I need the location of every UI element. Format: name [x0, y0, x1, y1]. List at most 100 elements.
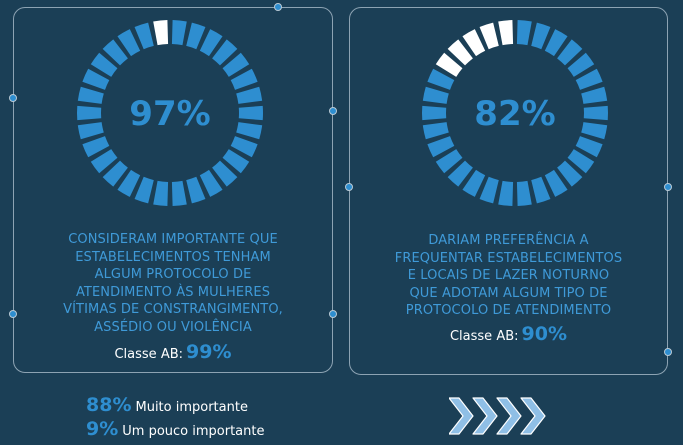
connector-dot — [9, 94, 17, 102]
desc-line: QUE ADOTAM ALGUM TIPO DE — [409, 285, 608, 301]
donut-gauge-1 — [77, 20, 263, 206]
gauge-segment-filled — [236, 122, 263, 140]
desc-line: FREQUENTAR ESTABELECIMENTOS — [394, 250, 623, 266]
gauge-segment-filled — [516, 180, 532, 206]
stat-1-percent: 97% — [129, 94, 211, 134]
gauge-segment-filled — [435, 149, 463, 174]
gauge-segment-filled — [117, 169, 141, 197]
legend-value: 88% — [86, 394, 132, 416]
gauge-segment-filled — [567, 52, 595, 77]
gauge-segment-filled — [427, 68, 455, 90]
connector-dot — [9, 310, 17, 318]
desc-line: ASSÉDIO OU VIOLÊNCIA — [94, 319, 252, 335]
gauge-segment-empty — [498, 20, 514, 46]
connector-dot — [329, 107, 337, 115]
gauge-segment-filled — [82, 68, 110, 90]
gauge-segment-filled — [117, 29, 141, 57]
stat-1-description: CONSIDERAM IMPORTANTE QUE ESTABELECIMENT… — [13, 231, 333, 337]
desc-line: PROTOCOLO DE ATENDIMENTO — [405, 303, 612, 319]
stat-card-1 — [13, 7, 333, 373]
gauge-segment-filled — [575, 68, 603, 90]
stat-2-description: DARIAM PREFERÊNCIA A FREQUENTAR ESTABELE… — [349, 232, 668, 320]
gauge-segment-filled — [212, 39, 238, 66]
legend-label: Muito importante — [135, 400, 248, 415]
gauge-segment-empty — [447, 39, 473, 66]
gauge-segment-filled — [462, 169, 486, 197]
gauge-segment-filled — [212, 160, 238, 187]
desc-line: CONSIDERAM IMPORTANTE QUE — [68, 232, 278, 247]
connector-dot — [345, 183, 353, 191]
gauge-segment-filled — [230, 136, 258, 158]
gauge-segment-filled — [238, 105, 263, 121]
desc-line: VÍTIMAS DE CONSTRANGIMENTO, — [63, 302, 283, 318]
gauge-segment-filled — [567, 149, 595, 174]
gauge-segment-filled — [575, 136, 603, 158]
gauge-segment-filled — [531, 176, 551, 204]
gauge-segment-empty — [435, 52, 463, 77]
gauge-segment-filled — [498, 180, 514, 206]
gauge-segment-filled — [102, 39, 128, 66]
gauge-segment-filled — [171, 20, 187, 46]
connector-dot — [664, 183, 672, 191]
gauge-segment-filled — [557, 39, 583, 66]
gauge-segment-filled — [427, 136, 455, 158]
gauge-segment-filled — [422, 86, 449, 104]
gauge-segment-filled — [583, 105, 608, 121]
gauge-segment-empty — [479, 22, 499, 50]
gauge-segment-filled — [222, 52, 250, 77]
gauge-segment-filled — [581, 122, 608, 140]
gauge-segment-filled — [222, 149, 250, 174]
gauge-segment-filled — [134, 22, 154, 50]
desc-line: ESTABELECIMENTOS TENHAM — [75, 249, 271, 265]
stat-1-classe-ab: Classe AB: 99% — [13, 341, 333, 363]
gauge-segment-empty — [153, 20, 169, 46]
donut-gauge-2 — [422, 20, 608, 206]
gauge-segment-filled — [153, 180, 169, 206]
legend-item-pouco-importante: 9% Um pouco importante — [86, 418, 264, 440]
gauge-segment-filled — [531, 22, 551, 50]
desc-line: E LOCAIS DE LAZER NOTURNO — [407, 268, 610, 284]
stat-card-2 — [349, 7, 668, 375]
classe-label: Classe AB: — [449, 329, 519, 344]
stat-2-classe-ab: Classe AB: 90% — [349, 323, 668, 345]
stat-2-percent: 82% — [474, 94, 556, 134]
classe-label: Classe AB: — [114, 347, 184, 362]
gauge-segment-filled — [199, 169, 223, 197]
gauge-segment-filled — [77, 86, 104, 104]
desc-line: ALGUM PROTOCOLO DE — [94, 267, 252, 283]
legend-item-muito-importante: 88% Muito importante — [86, 394, 248, 416]
gauge-segment-filled — [447, 160, 473, 187]
gauge-segment-filled — [199, 29, 223, 57]
chevron-right-icon — [449, 397, 546, 435]
gauge-segment-filled — [544, 29, 568, 57]
gauge-segment-filled — [236, 86, 263, 104]
gauge-segment-filled — [186, 176, 206, 204]
gauge-segment-filled — [171, 180, 187, 206]
gauge-segment-empty — [462, 29, 486, 57]
gauge-segment-filled — [102, 160, 128, 187]
gauge-segment-filled — [82, 136, 110, 158]
classe-value: 90% — [521, 323, 567, 345]
legend-label: Um pouco importante — [122, 424, 265, 439]
gauge-segment-filled — [581, 86, 608, 104]
gauge-segment-filled — [422, 105, 447, 121]
desc-line: ATENDIMENTO ÀS MULHERES — [75, 284, 271, 300]
gauge-segment-filled — [230, 68, 258, 90]
gauge-segment-filled — [90, 52, 118, 77]
legend-value: 9% — [86, 418, 119, 440]
gauge-segment-filled — [77, 105, 102, 121]
gauge-segment-filled — [90, 149, 118, 174]
gauge-segment-filled — [422, 122, 449, 140]
gauge-segment-filled — [77, 122, 104, 140]
connector-dot — [329, 310, 337, 318]
connector-dot — [274, 3, 282, 11]
gauge-segment-filled — [516, 20, 532, 46]
gauge-segment-filled — [479, 176, 499, 204]
gauge-segment-filled — [134, 176, 154, 204]
connector-dot — [664, 348, 672, 356]
desc-line: DARIAM PREFERÊNCIA A — [428, 233, 589, 248]
gauge-segment-filled — [544, 169, 568, 197]
gauge-segment-filled — [557, 160, 583, 187]
classe-value: 99% — [186, 341, 232, 363]
gauge-segment-filled — [186, 22, 206, 50]
